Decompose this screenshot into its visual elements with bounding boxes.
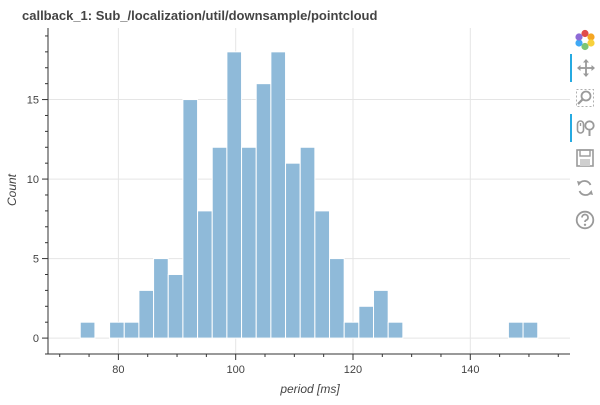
x-tick-label: 100 — [227, 364, 245, 376]
histogram-bar — [226, 51, 243, 339]
bokeh-logo-icon — [575, 29, 595, 51]
histogram-chart: 80 100 120 140 0 5 10 15 period [ms] Count — [5, 28, 570, 396]
histogram-bar — [358, 305, 375, 339]
histogram-bar — [270, 51, 287, 339]
histogram-bar — [314, 210, 331, 339]
x-axis-label: period [ms] — [279, 382, 340, 396]
box-zoom-icon — [576, 89, 594, 107]
pan-icon — [577, 59, 595, 77]
y-tick-label: 15 — [27, 95, 39, 107]
histogram-bar — [241, 146, 257, 339]
histogram-bar — [522, 321, 539, 339]
pan-tool-button[interactable] — [570, 54, 600, 82]
histogram-bar — [109, 321, 125, 339]
chart-area: 80 100 120 140 0 5 10 15 period [ms] Count call… — [5, 8, 570, 396]
histogram-bar — [211, 146, 228, 339]
histogram-bar — [285, 162, 301, 339]
histogram-bar — [507, 321, 524, 339]
histogram-bar — [299, 146, 316, 339]
histogram-bar — [79, 321, 96, 339]
histogram-bar — [182, 99, 199, 339]
wheel-zoom-icon — [576, 120, 595, 136]
box-zoom-tool-button[interactable] — [570, 84, 600, 112]
chart-title: callback_1: Sub_/localization/util/downs… — [22, 8, 378, 23]
histogram-bar — [167, 273, 184, 339]
histogram-bar — [197, 210, 213, 339]
x-tick-label: 140 — [461, 364, 479, 376]
save-icon — [576, 149, 594, 167]
histogram-bars — [79, 51, 539, 339]
x-tick-label: 80 — [112, 364, 124, 376]
help-tool-button[interactable] — [570, 206, 600, 234]
chart-toolbar — [570, 26, 600, 246]
histogram-bar — [373, 289, 389, 339]
wheel-zoom-tool-button[interactable] — [570, 114, 600, 142]
reset-tool-button[interactable] — [570, 174, 600, 202]
save-tool-button[interactable] — [570, 144, 600, 172]
help-icon — [575, 210, 595, 230]
x-tick-label: 120 — [344, 364, 362, 376]
y-tick-label: 5 — [33, 254, 39, 266]
axes: 80 100 120 140 0 5 10 15 — [27, 28, 570, 376]
histogram-bar — [153, 258, 169, 339]
histogram-bar — [329, 258, 345, 339]
histogram-bar — [343, 321, 360, 339]
y-axis-label: Count — [5, 173, 19, 206]
histogram-bar — [123, 321, 140, 339]
y-tick-label: 0 — [33, 333, 39, 345]
y-tick-label: 10 — [27, 174, 39, 186]
histogram-bar — [387, 321, 404, 339]
bokeh-logo-button[interactable] — [570, 26, 600, 54]
histogram-bar — [255, 83, 272, 339]
histogram-bar — [138, 289, 155, 339]
reset-icon — [577, 180, 593, 196]
